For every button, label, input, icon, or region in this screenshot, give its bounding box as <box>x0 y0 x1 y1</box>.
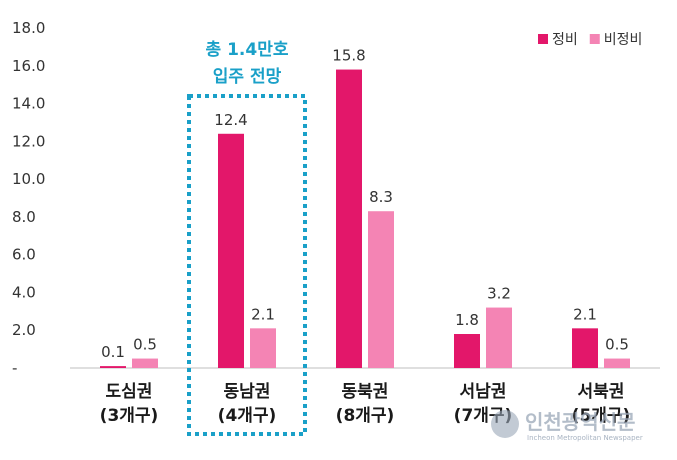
y-tick-label: 12.0 <box>12 132 45 150</box>
legend-label: 정비 <box>552 32 578 48</box>
highlight-annotation: 총 1.4만호 입주 전망 <box>187 40 307 436</box>
data-label: 8.3 <box>369 188 393 206</box>
bar-non-renewal <box>250 328 276 368</box>
data-label: 3.2 <box>487 285 511 303</box>
x-axis-labels: 도심권(3개구)동남권(4개구)동북권(8개구)서남권(7개구)서북권(5개구) <box>100 382 631 426</box>
bar-non-renewal <box>604 358 630 368</box>
y-tick-label: 16.0 <box>12 57 45 75</box>
data-label: 15.8 <box>332 47 365 65</box>
data-labels: 0.1 0.5 12.4 2.1 15.8 8.3 1.8 3.2 2.1 0.5 <box>101 47 629 362</box>
bar-renewal <box>336 69 362 369</box>
y-tick-label: 6.0 <box>12 246 36 264</box>
category-sublabel: (8개구) <box>336 406 395 426</box>
category-label: 도심권 <box>106 382 153 402</box>
y-tick-label: 4.0 <box>12 283 36 301</box>
bar-non-renewal <box>368 211 394 368</box>
y-tick-label: 2.0 <box>12 321 36 339</box>
legend: 정비 비정비 <box>538 32 642 48</box>
y-tick-label: 8.0 <box>12 208 36 226</box>
data-label: 2.1 <box>573 305 597 323</box>
bar-renewal <box>572 328 598 368</box>
category-label: 서남권 <box>460 382 507 402</box>
legend-swatch <box>538 34 548 44</box>
y-tick-label: 18.0 <box>12 19 45 37</box>
bar-renewal <box>454 334 480 368</box>
category-sublabel: (3개구) <box>100 406 159 426</box>
bar-renewal <box>100 366 126 368</box>
category-sublabel: (5개구) <box>572 406 631 426</box>
legend-swatch <box>589 34 600 44</box>
category-sublabel: (4개구) <box>218 406 277 426</box>
annotation-line-1: 총 1.4만호 <box>206 40 289 60</box>
annotation-line-2: 입주 전망 <box>213 67 282 87</box>
data-label: 0.5 <box>605 336 629 354</box>
bar-renewal <box>218 133 244 368</box>
data-label: 12.4 <box>214 111 247 129</box>
data-label: 2.1 <box>251 305 275 323</box>
y-tick-label: 10.0 <box>12 170 45 188</box>
highlight-box <box>187 94 307 436</box>
y-tick-label: 14.0 <box>12 95 45 113</box>
y-tick-label: - <box>12 359 17 377</box>
watermark: 인천광역신문 Incheon Metropolitan Newspaper <box>491 410 643 442</box>
bars <box>100 69 630 369</box>
watermark-subtext: Incheon Metropolitan Newspaper <box>527 434 643 442</box>
data-label: 0.1 <box>101 343 125 361</box>
legend-label: 비정비 <box>604 32 643 48</box>
category-label: 동남권 <box>224 382 271 402</box>
data-label: 1.8 <box>455 311 479 329</box>
bar-non-renewal <box>132 358 158 368</box>
bar-non-renewal <box>486 307 512 368</box>
y-axis: - 2.0 4.0 6.0 8.0 10.0 12.0 14.0 16.0 18.0 <box>12 19 45 377</box>
data-label: 0.5 <box>133 336 157 354</box>
watermark-text: 인천광역신문 <box>525 410 635 434</box>
watermark-logo-icon <box>491 410 519 438</box>
category-label: 동북권 <box>342 382 389 402</box>
category-label: 서북권 <box>578 382 625 402</box>
